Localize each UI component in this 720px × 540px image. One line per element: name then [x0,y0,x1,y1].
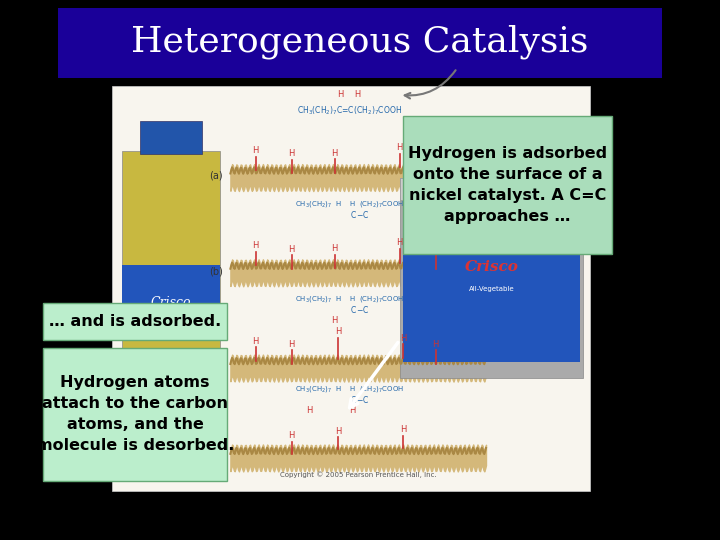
Text: Hydrogen is adsorbed
onto the surface of a
nickel catalyst. A C=C
approaches …: Hydrogen is adsorbed onto the surface of… [408,146,607,224]
Text: H: H [289,150,294,158]
Text: Hydrogen atoms
attach to the carbon
atoms, and the
molecule is desorbed.: Hydrogen atoms attach to the carbon atom… [36,375,234,454]
FancyBboxPatch shape [403,116,612,254]
Text: H: H [433,245,438,253]
Text: (c): (c) [210,361,223,372]
Text: Heterogeneous Catalysis: Heterogeneous Catalysis [131,25,589,59]
FancyBboxPatch shape [43,348,227,481]
Text: H: H [433,340,438,349]
Text: H: H [289,431,294,440]
Bar [122,151,220,394]
Polygon shape [274,119,407,251]
Text: (a): (a) [210,171,223,181]
Bar [122,265,220,340]
FancyBboxPatch shape [43,303,227,340]
Text: H: H [307,406,312,415]
Text: Crisco: Crisco [464,260,518,274]
Text: H: H [400,425,406,434]
Text: C$-$C: C$-$C [329,304,369,315]
Bar [112,86,590,491]
Text: H: H [253,336,258,346]
Text: H    H: H H [338,90,361,99]
Text: Copyright © 2005 Pearson Prentice Hall, Inc.: Copyright © 2005 Pearson Prentice Hall, … [280,471,436,478]
Text: H: H [253,146,258,155]
Text: Nickel surface: Nickel surface [418,171,482,180]
Text: CH$_3$(CH$_2$)$_7$C=C(CH$_2$)$_7$COOH: CH$_3$(CH$_2$)$_7$C=C(CH$_2$)$_7$COOH [297,105,402,117]
Text: H: H [253,241,258,251]
Text: … and is adsorbed.: … and is adsorbed. [49,314,221,329]
Text: PureVegetable Oil: PureVegetable Oil [147,321,195,327]
Bar [140,122,202,154]
Polygon shape [119,313,223,338]
Text: H: H [336,427,341,436]
Text: CH$_3$(CH$_2$)$_7$  H    H  (CH$_2$)$_7$COOH: CH$_3$(CH$_2$)$_7$ H H (CH$_2$)$_7$COOH [294,384,404,394]
Text: C$-$C: C$-$C [329,394,369,405]
Bar [400,178,583,378]
Text: (d): (d) [210,451,223,461]
Text: H: H [332,244,338,253]
Text: H: H [350,406,356,415]
Text: H: H [397,143,402,152]
Text: H: H [332,316,338,325]
Bar [400,178,583,200]
Text: H: H [289,340,294,349]
Text: H: H [336,327,341,336]
Text: H: H [400,334,406,343]
Bar [403,211,580,362]
Text: (b): (b) [210,266,223,276]
Text: CH$_3$(CH$_2$)$_7$  H    H  (CH$_2$)$_7$COOH: CH$_3$(CH$_2$)$_7$ H H (CH$_2$)$_7$COOH [294,294,404,304]
Text: H: H [332,149,338,158]
Polygon shape [119,410,223,440]
Text: C$-$C: C$-$C [329,209,369,220]
Text: H: H [433,149,438,158]
Text: Crisco: Crisco [150,296,192,309]
Text: CH$_3$(CH$_2$)$_7$  H    H  (CH$_2$)$_7$COOH: CH$_3$(CH$_2$)$_7$ H H (CH$_2$)$_7$COOH [294,199,404,208]
Text: All-Vegetable: All-Vegetable [469,286,514,292]
Bar [58,8,662,78]
Text: H: H [397,239,402,247]
Text: H: H [289,245,294,254]
